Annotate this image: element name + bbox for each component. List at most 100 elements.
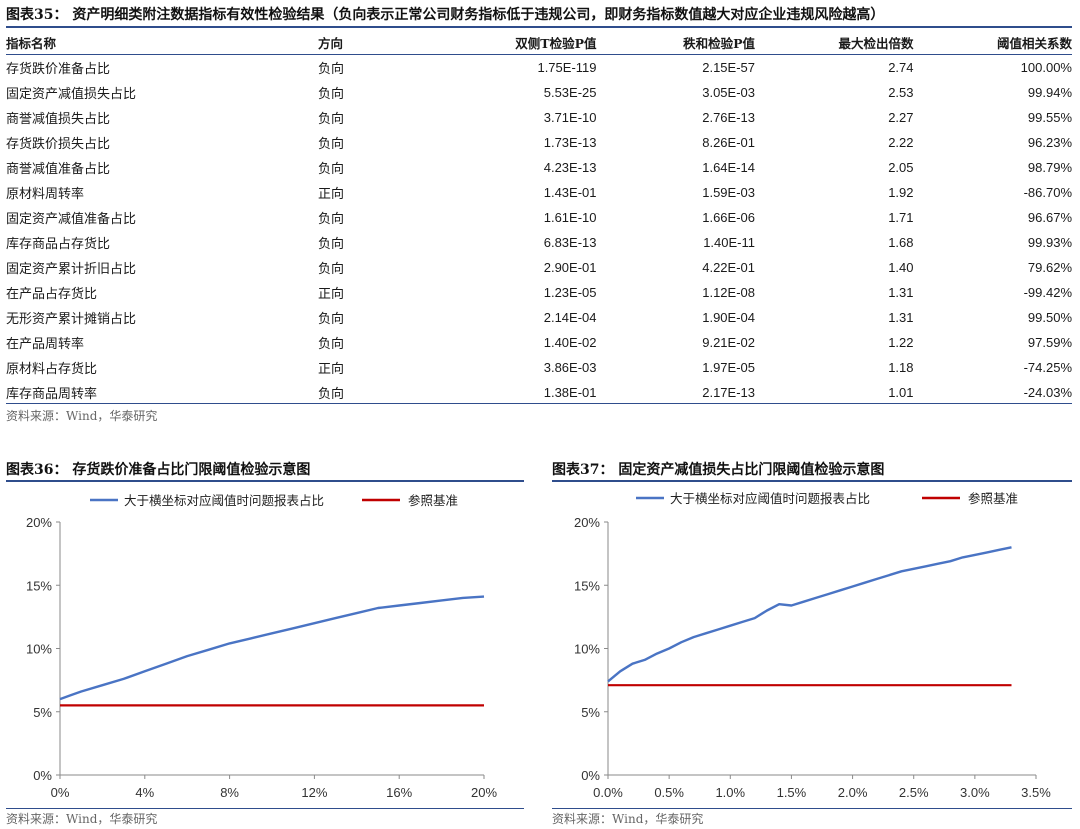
chart36-source: 资料来源：Wind，华泰研究 <box>6 812 158 826</box>
cell-direction: 正向 <box>318 287 345 302</box>
cell-t-test-p: 1.43E-01 <box>543 185 597 200</box>
x-tick-label: 1.5% <box>777 785 807 800</box>
table35-bottom-rule <box>6 403 1072 404</box>
cell-direction: 负向 <box>318 237 345 252</box>
x-tick-label: 8% <box>220 785 239 800</box>
cell-threshold-corr: 96.67% <box>1027 210 1072 225</box>
table35-source: 资料来源：Wind，华泰研究 <box>6 409 158 423</box>
cell-threshold-corr: 100.00% <box>1020 60 1072 75</box>
x-tick-label: 0.5% <box>654 785 684 800</box>
cell-threshold-corr: 99.50% <box>1027 310 1072 325</box>
x-tick-label: 16% <box>386 785 412 800</box>
cell-rank-sum-p: 3.05E-03 <box>702 85 755 100</box>
y-tick-label: 15% <box>574 578 600 593</box>
cell-max-multiple: 2.53 <box>888 85 914 100</box>
y-tick-label: 20% <box>574 515 600 530</box>
cell-t-test-p: 5.53E-25 <box>543 85 597 100</box>
cell-threshold-corr: -86.70% <box>1023 185 1072 200</box>
table35-header-row: 指标名称 方向 双侧T检验P值 秩和检验P值 最大检出倍数 阈值相关系数 <box>6 30 1072 55</box>
cell-threshold-corr: -74.25% <box>1023 360 1072 375</box>
cell-indicator-name: 原材料占存货比 <box>6 362 98 377</box>
table-row: 在产品占存货比 正向 1.23E-05 1.12E-08 1.31 -99.42% <box>6 280 1072 305</box>
cell-max-multiple: 1.31 <box>888 285 914 300</box>
chart37-top-rule <box>552 480 1072 482</box>
cell-max-multiple: 2.22 <box>888 135 914 150</box>
cell-max-multiple: 2.74 <box>888 60 914 75</box>
chart37-bottom-rule <box>552 808 1072 809</box>
cell-max-multiple: 1.68 <box>888 235 914 250</box>
header-direction: 方向 <box>318 30 438 55</box>
chart36: 0% 5% 10% 15% 20% 0% 4% 8% 12% 16% 20% 大于横坐标对应阈值时问题… <box>26 493 497 800</box>
cell-threshold-corr: 99.55% <box>1027 110 1072 125</box>
x-tick-label: 20% <box>471 785 497 800</box>
header-max-multiple: 最大检出倍数 <box>755 30 914 55</box>
cell-indicator-name: 原材料周转率 <box>6 187 85 202</box>
table-row: 固定资产累计折旧占比 负向 2.90E-01 4.22E-01 1.40 79.62% <box>6 255 1072 280</box>
table-row: 商誉减值损失占比 负向 3.71E-10 2.76E-13 2.27 99.55% <box>6 105 1072 130</box>
cell-threshold-corr: 99.94% <box>1027 85 1072 100</box>
chart37-source: 资料来源：Wind，华泰研究 <box>552 812 704 826</box>
chart37: 0% 5% 10% 15% 20% 0.0% 0.5% 1.0% 1.5% 2.0% 2.5% 3.0… <box>574 491 1051 800</box>
cell-max-multiple: 1.22 <box>888 335 914 350</box>
chart36-bottom-rule <box>6 808 524 809</box>
table-row: 原材料周转率 正向 1.43E-01 1.59E-03 1.92 -86.70% <box>6 180 1072 205</box>
y-tick-label: 0% <box>33 768 52 783</box>
cell-direction: 负向 <box>318 337 345 352</box>
cell-threshold-corr: 96.23% <box>1027 135 1072 150</box>
table-row: 存货跌价损失占比 负向 1.73E-13 8.26E-01 2.22 96.23% <box>6 130 1072 155</box>
table-row: 在产品周转率 负向 1.40E-02 9.21E-02 1.22 97.59% <box>6 330 1072 355</box>
cell-rank-sum-p: 2.76E-13 <box>702 110 755 125</box>
cell-threshold-corr: -24.03% <box>1023 385 1072 400</box>
cell-indicator-name: 在产品占存货比 <box>6 287 98 302</box>
table-row: 库存商品占存货比 负向 6.83E-13 1.40E-11 1.68 99.93% <box>6 230 1072 255</box>
cell-max-multiple: 1.71 <box>888 210 914 225</box>
series-line-problem-ratio <box>607 546 1012 683</box>
cell-direction: 负向 <box>318 312 345 327</box>
cell-t-test-p: 3.86E-03 <box>543 360 597 375</box>
table35-body: 存货跌价准备占比 负向 1.75E-119 2.15E-57 2.74 100.00% 固定… <box>6 55 1072 406</box>
cell-indicator-name: 无形资产累计摊销占比 <box>6 312 137 327</box>
table-row: 商誉减值准备占比 负向 4.23E-13 1.64E-14 2.05 98.79% <box>6 155 1072 180</box>
cell-indicator-name: 库存商品周转率 <box>6 387 98 402</box>
cell-indicator-name: 存货跌价准备占比 <box>6 62 111 77</box>
cell-t-test-p: 1.61E-10 <box>543 210 597 225</box>
cell-indicator-name: 固定资产累计折旧占比 <box>6 262 137 277</box>
cell-max-multiple: 1.01 <box>888 385 914 400</box>
cell-rank-sum-p: 1.90E-04 <box>702 310 755 325</box>
table-row: 存货跌价准备占比 负向 1.75E-119 2.15E-57 2.74 100.00% <box>6 55 1072 81</box>
cell-t-test-p: 1.40E-02 <box>543 335 597 350</box>
cell-direction: 负向 <box>318 212 345 227</box>
x-tick-label: 3.5% <box>1021 785 1051 800</box>
header-indicator-name: 指标名称 <box>6 30 318 55</box>
cell-direction: 负向 <box>318 112 345 127</box>
table-row: 原材料占存货比 正向 3.86E-03 1.97E-05 1.18 -74.25% <box>6 355 1072 380</box>
cell-indicator-name: 固定资产减值准备占比 <box>6 212 137 227</box>
table35: 指标名称 方向 双侧T检验P值 秩和检验P值 最大检出倍数 阈值相关系数 存货跌… <box>6 30 1072 405</box>
x-tick-label: 12% <box>301 785 327 800</box>
cell-rank-sum-p: 2.15E-57 <box>702 60 755 75</box>
cell-indicator-name: 固定资产减值损失占比 <box>6 87 137 102</box>
chart36-top-rule <box>6 480 524 482</box>
table-row: 无形资产累计摊销占比 负向 2.14E-04 1.90E-04 1.31 99.50% <box>6 305 1072 330</box>
cell-direction: 负向 <box>318 137 345 152</box>
cell-direction: 负向 <box>318 62 345 77</box>
y-tick-label: 5% <box>581 705 600 720</box>
cell-indicator-name: 存货跌价损失占比 <box>6 137 111 152</box>
cell-t-test-p: 2.90E-01 <box>543 260 597 275</box>
table-row: 固定资产减值损失占比 负向 5.53E-25 3.05E-03 2.53 99.94% <box>6 80 1072 105</box>
cell-rank-sum-p: 1.12E-08 <box>702 285 755 300</box>
cell-rank-sum-p: 1.64E-14 <box>702 160 755 175</box>
cell-rank-sum-p: 1.97E-05 <box>702 360 755 375</box>
cell-max-multiple: 2.27 <box>888 110 914 125</box>
x-tick-label: 4% <box>135 785 154 800</box>
x-tick-label: 1.0% <box>715 785 745 800</box>
cell-threshold-corr: 97.59% <box>1027 335 1072 350</box>
cell-t-test-p: 3.71E-10 <box>543 110 597 125</box>
table-row: 固定资产减值准备占比 负向 1.61E-10 1.66E-06 1.71 96.67% <box>6 205 1072 230</box>
table-row: 库存商品周转率 负向 1.38E-01 2.17E-13 1.01 -24.03% <box>6 380 1072 405</box>
cell-rank-sum-p: 8.26E-01 <box>702 135 755 150</box>
chart37-title: 图表37： 固定资产减值损失占比门限阈值检验示意图 <box>552 462 885 478</box>
cell-t-test-p: 6.83E-13 <box>543 235 597 250</box>
cell-rank-sum-p: 4.22E-01 <box>702 260 755 275</box>
cell-max-multiple: 1.40 <box>888 260 914 275</box>
